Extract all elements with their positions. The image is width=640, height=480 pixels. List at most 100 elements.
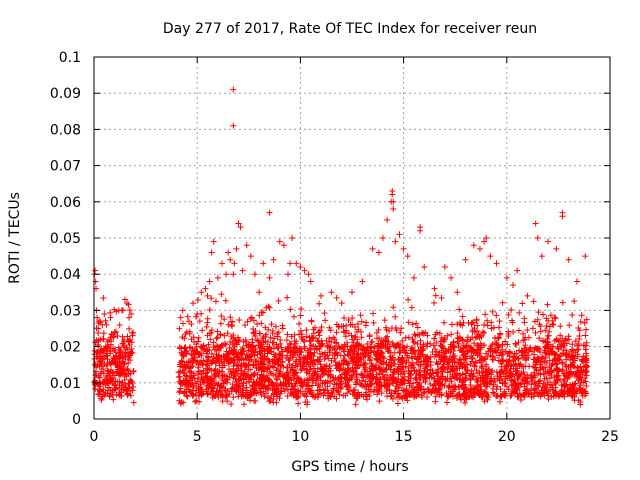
data-point xyxy=(218,260,225,267)
data-point xyxy=(465,319,472,326)
data-point xyxy=(195,334,202,341)
data-point xyxy=(389,379,396,386)
data-point xyxy=(196,318,203,325)
data-point xyxy=(205,341,212,348)
data-point xyxy=(394,400,401,407)
data-point xyxy=(532,220,539,227)
data-point xyxy=(559,335,566,342)
data-point xyxy=(483,361,490,368)
data-point xyxy=(431,381,438,388)
data-point xyxy=(451,359,458,366)
data-point xyxy=(287,349,294,356)
data-point xyxy=(272,323,279,330)
data-point xyxy=(541,347,548,354)
data-point xyxy=(273,381,280,388)
data-point xyxy=(540,365,547,372)
data-point xyxy=(222,297,229,304)
data-point xyxy=(194,311,201,318)
data-point xyxy=(106,375,113,382)
data-point xyxy=(489,389,496,396)
data-point xyxy=(482,311,489,318)
data-point xyxy=(206,347,213,354)
data-point xyxy=(459,322,466,329)
data-point xyxy=(383,366,390,372)
data-point xyxy=(445,346,452,353)
data-point xyxy=(424,385,431,392)
data-point xyxy=(347,346,354,353)
data-point xyxy=(333,294,340,301)
data-point xyxy=(230,394,237,401)
data-point xyxy=(429,349,436,356)
data-point xyxy=(336,366,343,373)
data-point xyxy=(358,381,365,388)
data-point xyxy=(112,349,119,356)
data-point xyxy=(267,378,274,385)
data-point xyxy=(573,278,580,285)
data-point xyxy=(117,392,124,399)
data-point xyxy=(295,400,302,407)
data-point xyxy=(235,393,242,400)
data-point xyxy=(548,369,555,376)
data-point xyxy=(311,369,318,376)
data-point xyxy=(298,331,305,338)
data-point xyxy=(464,338,471,345)
data-point xyxy=(464,361,471,368)
data-point xyxy=(227,338,234,345)
data-point xyxy=(123,373,130,380)
data-point xyxy=(304,367,311,374)
data-point xyxy=(546,323,553,330)
data-point xyxy=(493,393,500,400)
data-point xyxy=(571,298,578,305)
data-point xyxy=(419,351,426,358)
data-point xyxy=(508,392,515,399)
data-point xyxy=(307,278,314,285)
data-point xyxy=(582,253,589,260)
data-point xyxy=(551,337,558,344)
data-point xyxy=(560,389,567,396)
data-point xyxy=(500,370,507,377)
data-point xyxy=(543,315,550,322)
data-point xyxy=(408,362,415,369)
data-point xyxy=(266,209,273,216)
data-point xyxy=(353,350,360,357)
y-tick-label: 0.03 xyxy=(50,303,81,319)
data-point xyxy=(109,369,116,376)
data-point xyxy=(345,365,352,372)
data-point xyxy=(454,289,461,296)
data-point xyxy=(289,235,296,241)
data-point xyxy=(198,289,205,296)
data-point xyxy=(481,330,488,337)
data-point xyxy=(483,382,490,389)
data-point xyxy=(468,353,475,360)
data-point xyxy=(548,348,555,355)
data-point xyxy=(274,376,281,383)
data-point xyxy=(238,391,245,398)
data-point xyxy=(193,387,200,394)
data-point xyxy=(529,374,536,381)
data-point xyxy=(236,382,243,389)
data-point xyxy=(474,378,481,385)
data-point xyxy=(484,396,491,403)
data-point xyxy=(221,316,228,323)
data-point xyxy=(278,362,285,369)
data-point xyxy=(261,365,268,372)
data-point xyxy=(555,367,562,374)
data-point xyxy=(405,319,412,326)
y-axis-label: ROTI / TECUs xyxy=(7,192,23,284)
data-point xyxy=(508,381,515,388)
data-point xyxy=(306,389,313,396)
data-point xyxy=(117,371,124,378)
data-point xyxy=(284,331,291,338)
data-point xyxy=(285,373,292,380)
data-point xyxy=(193,343,200,350)
data-point xyxy=(410,346,417,353)
data-point xyxy=(110,355,117,362)
data-point xyxy=(503,274,510,281)
data-point xyxy=(186,381,193,388)
data-point xyxy=(235,387,242,394)
data-point xyxy=(280,242,287,249)
data-point xyxy=(283,383,290,390)
data-point xyxy=(265,303,272,310)
data-point xyxy=(251,397,258,404)
